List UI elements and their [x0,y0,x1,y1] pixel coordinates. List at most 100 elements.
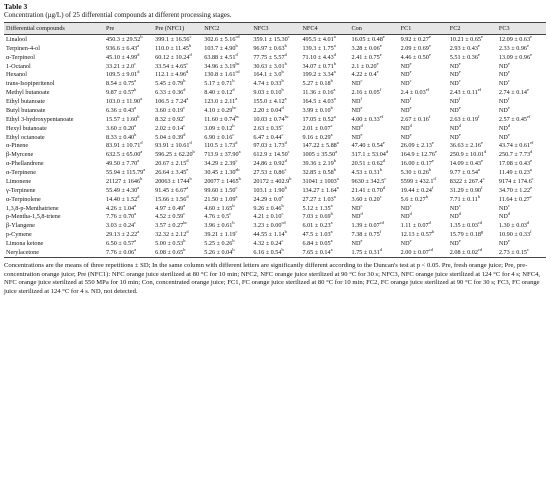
value-cell: 123.0 ± 2.11a [202,96,251,106]
significance-letter: a [529,167,532,173]
cell-value: 43.74 ± 0.61 [498,142,531,150]
cell-value: 399.1 ± 16.56 [155,35,190,43]
value-cell: 2.67 ± 0.16f [399,114,448,124]
value-cell: NDc [497,79,546,88]
cell-value: 4.22 ± 0.4 [351,71,377,79]
value-cell: 6.16 ± 0.54b [251,247,301,258]
cell-value: 20063 ± 1744 [155,177,190,185]
significance-letter: c [229,211,232,217]
value-cell: 47.40 ± 0.54e [350,141,399,151]
table-row: trans-Isopiperitenol 8.54 ± 0.75a 5.45 ± 0… [4,79,546,88]
significance-letter: c [287,149,290,155]
cell-value: 8.32 ± 0.92 [155,115,184,123]
value-cell: 5.30 ± 0.26b [399,167,448,177]
value-cell: NDd [350,212,399,222]
cell-value: 21.41 ± 0.70 [351,186,383,194]
cell-value: 4.97 ± 0.49 [155,204,184,212]
cell-value: 10.90 ± 0.33 [498,231,531,239]
significance-letter: e [507,238,510,244]
value-cell: NDd [399,123,448,133]
significance-letter: a [333,42,336,48]
significance-letter: e [530,158,533,164]
cell-value: 7.71 ± 0.11 [449,195,478,203]
cell-value: 47.5 ± 1.03 [302,231,331,239]
value-cell: 5.04 ± 0.39d [153,132,202,142]
cell-value: 5.17 ± 0.71 [204,80,233,88]
significance-letter: e [431,158,434,164]
significance-letter: d [284,51,287,57]
cell-value: 3.23 ± 0.00 [253,222,282,230]
cell-value: 7.76 ± 0.06 [106,248,135,256]
cell-value: 4.76 ± 0.5 [204,213,230,221]
cell-value: ND [351,80,361,88]
significance-letter: d [183,87,186,93]
value-cell: 10.90 ± 0.33f [497,230,546,239]
cell-value: 147.22 ± 5.88 [302,142,337,150]
cell-value: ND [449,71,459,79]
cell-value: 4.52 ± 0.59 [155,213,184,221]
significance-letter: b [281,69,284,75]
value-cell: 2.02 ± 0.14c [153,123,202,133]
cell-value: ND [400,62,410,70]
table-row: Limonene 21127 ± 1646b 20063 ± 1744b 20077 … [4,176,546,186]
value-cell: 34.96 ± 3.19bc [202,61,251,71]
value-cell: 155.0 ± 4.12a [251,96,300,106]
significance-letter: e [530,51,533,57]
significance-letter: c [507,202,510,208]
significance-letter: f [481,184,483,190]
value-cell: 5.27 ± 0.18b [300,79,349,88]
cell-value: 12.09 ± 0.63 [498,35,531,43]
table-row: Limona ketone 6.50 ± 0.57a 5.00 ± 0.53b 5.2… [4,238,546,248]
table-row: 1-Octanol 33.21 ± 2.0c 33.54 ± 4.65c 34.96 … [4,61,546,71]
cell-value: 2.93 ± 0.43 [449,44,478,52]
significance-letter: e [360,104,363,110]
significance-letter: b [281,87,284,93]
value-cell: 16.05 ± 0.48e [350,34,399,44]
cell-value: 4.26 ± 1.04 [106,204,135,212]
cell-value: 20077 ± 1465 [204,177,239,185]
cell-value: 199.2 ± 3.34 [302,71,334,79]
significance-letter: d [235,51,238,57]
cell-value: 4.10 ± 0.29 [204,106,233,114]
value-cell: NDf [350,96,399,106]
cell-value: 8322 ± 267.4 [449,177,483,185]
significance-letter: a [235,193,238,199]
value-cell: 4.46 ± 0.50e [399,52,448,62]
cell-value: 4.60 ± 1.65 [204,204,233,212]
significance-letter: f [431,184,434,190]
significance-letter: e [507,69,510,75]
cell-value: 5.04 ± 0.39 [155,133,184,141]
value-cell: 43.74 ± 0.61ef [497,141,546,151]
significance-letter: e [409,69,412,75]
table-row: α-Terpineol 45.10 ± 4.99d 60.12 ± 10.24d 63… [4,51,546,62]
significance-letter: a [137,229,140,235]
cell-value: 6.84 ± 0.05 [302,240,331,248]
table-row: α-Terpinene 55.94 ± 115.79a 26.64 ± 3.45e 3… [4,167,546,177]
cell-value: 4.46 ± 0.50 [400,53,429,61]
value-cell: 6.08 ± 0.65b [153,247,203,258]
cell-value: 6.47 ± 0.44 [253,133,282,141]
cell-value: 9630 ± 342.5 [351,177,385,185]
table-row: 1,3,8-p-Menthatriene 4.26 ± 1.04a 4.97 ± 0… [4,202,546,213]
value-cell: 4.97 ± 0.49a [153,203,202,213]
significance-letter: d [284,158,287,164]
cell-value: ND [449,80,459,88]
cell-value: ND [400,106,410,114]
value-cell: 7.76 ± 0.06a [104,247,154,258]
significance-letter: a [336,184,339,190]
cell-value: ND [449,133,459,141]
value-cell: 4.21 ± 0.10c [251,212,300,222]
significance-letter: d [382,184,385,190]
significance-letter: d [137,51,140,57]
table-row: α-Terpinolene 14.40 ± 1.52d 15.66 ± 1.56d 2… [4,193,546,204]
column-header: FC1 [398,21,448,36]
cell-value: 317.1 ± 53.04 [351,151,386,159]
cell-value: 134.27 ± 1.64 [302,186,337,194]
significance-letter: b [137,113,140,119]
cell-value: 6.36 ± 0.43 [106,106,135,114]
column-header: Differential compounds [4,21,104,36]
value-cell: 11.60 ± 0.74bc [202,114,251,124]
value-cell: 450.3 ± 29.52b [104,34,153,44]
cell-value: 16.05 ± 0.48 [351,35,383,43]
significance-letter: d [186,158,189,164]
